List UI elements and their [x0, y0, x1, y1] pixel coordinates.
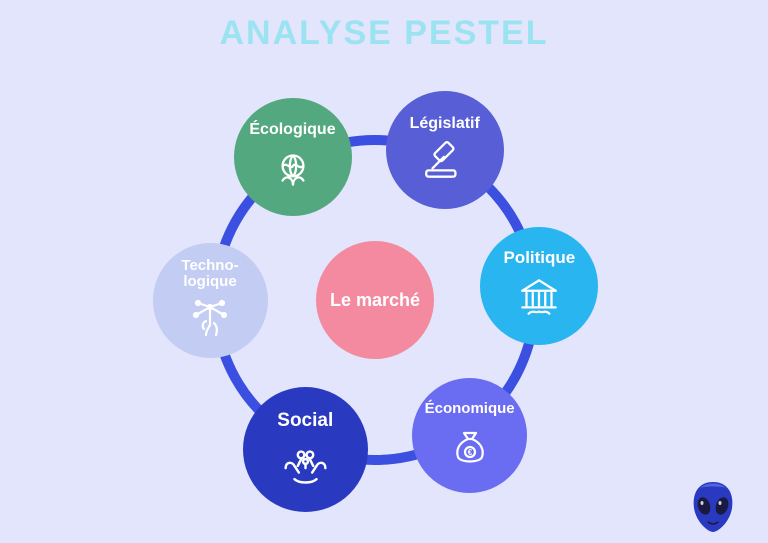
touch-network-icon	[186, 295, 234, 343]
gavel-icon	[420, 136, 470, 186]
alien-mascot-icon	[688, 478, 738, 534]
node-label-legislatif: Législatif	[410, 115, 480, 133]
node-legislatif: Législatif	[386, 91, 504, 209]
node-label-ecologique: Écologique	[249, 121, 335, 139]
government-icon	[514, 272, 564, 322]
center-market: Le marché	[316, 241, 434, 359]
eco-globe-icon	[268, 143, 318, 193]
node-social: Social	[243, 387, 368, 512]
diagram-title: ANALYSE PESTEL	[0, 14, 768, 53]
center-label: Le marché	[330, 290, 420, 311]
node-label-economique: Économique	[425, 401, 515, 418]
node-ecologique: Écologique	[234, 98, 352, 216]
svg-text:€: €	[467, 448, 472, 457]
family-hands-icon	[279, 435, 332, 488]
node-economique: Économique €	[412, 378, 527, 493]
node-label-social: Social	[277, 411, 333, 432]
node-label-technologique: Techno- logique	[181, 258, 238, 291]
money-bag-icon: €	[446, 421, 494, 469]
pestel-diagram: ANALYSE PESTEL Le marché Législatif Politiq…	[0, 0, 768, 543]
node-technologique: Techno- logique	[153, 243, 268, 358]
node-politique: Politique	[480, 227, 598, 345]
node-label-politique: Politique	[503, 249, 575, 268]
